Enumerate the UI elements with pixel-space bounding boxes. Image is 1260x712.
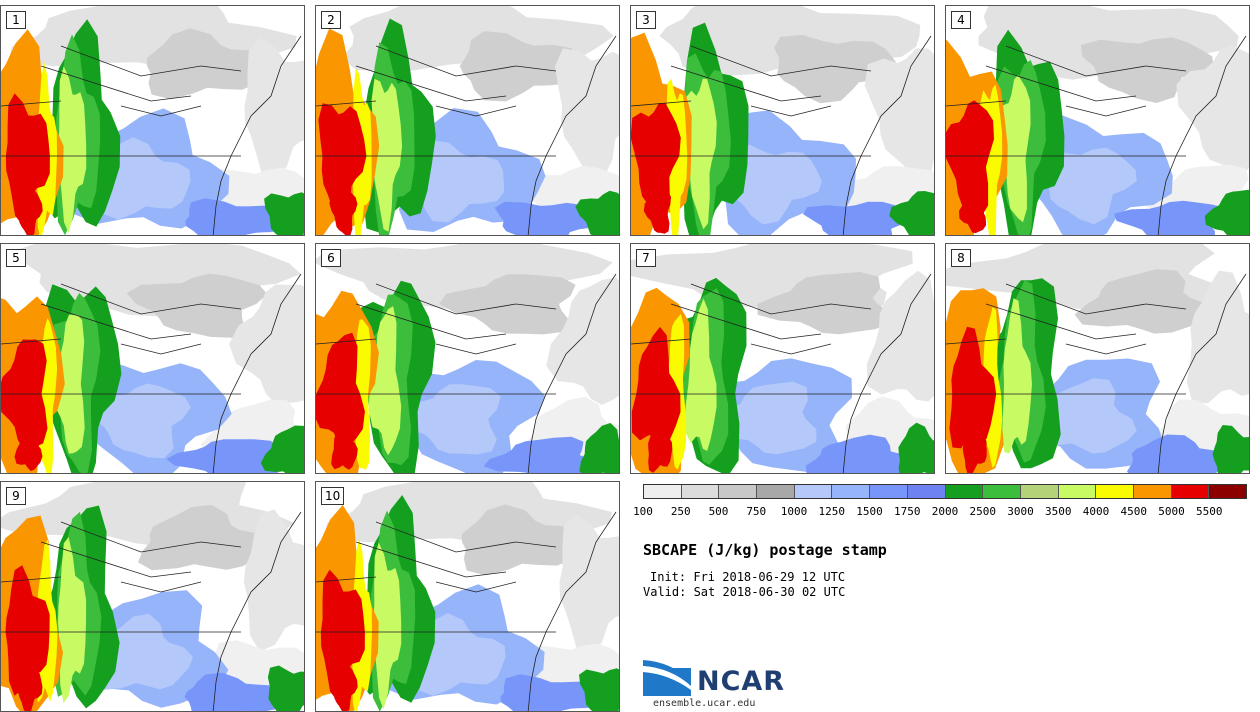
sbcape-map: [316, 482, 619, 711]
sbcape-map: [316, 6, 619, 235]
stamp-panel: 4: [945, 5, 1250, 236]
colorbar-segment: [1133, 485, 1172, 498]
colorbar-tick-label: 250: [670, 505, 691, 518]
colorbar-tick-label: 2500: [969, 505, 997, 518]
sbcape-map: [1, 482, 304, 711]
colorbar-tick-label: 1250: [818, 505, 846, 518]
panel-label: 5: [6, 249, 26, 267]
panel-label: 6: [321, 249, 341, 267]
panel-label: 8: [951, 249, 971, 267]
stamp-panel: 5: [0, 243, 305, 474]
colorbar-tick-label: 2000: [931, 505, 959, 518]
colorbar-segment: [794, 485, 833, 498]
sbcape-map: [631, 244, 934, 473]
colorbar-segment: [945, 485, 984, 498]
colorbar-tick-label: 750: [746, 505, 767, 518]
colorbar-segment: [1171, 485, 1210, 498]
colorbar-segment: [1096, 485, 1134, 498]
colorbar-segment: [719, 485, 758, 498]
sbcape-map: [1, 244, 304, 473]
colorbar-tick-label: 4000: [1082, 505, 1110, 518]
colorbar-segment: [832, 485, 871, 498]
stamp-panel: 7: [630, 243, 935, 474]
colorbar-ticks: 100 250 500 750 1000 1250 1500 1750 2000 2500 3000…: [633, 505, 1247, 519]
colorbar-segment: [1058, 485, 1097, 498]
colorbar-segment: [644, 485, 682, 498]
panel-label: 1: [6, 11, 26, 29]
colorbar-tick-label: 1500: [856, 505, 883, 518]
colorbar-tick-label: 100: [633, 505, 653, 518]
panel-label: 9: [6, 487, 26, 505]
colorbar-segment: [983, 485, 1021, 498]
panel-label: 7: [636, 249, 656, 267]
init-time: Init: Fri 2018-06-29 12 UTC: [650, 570, 846, 584]
stamp-panel: 3: [630, 5, 935, 236]
sbcape-map: [1, 6, 304, 235]
panel-label: 10: [321, 487, 345, 505]
stamp-panel: 2: [315, 5, 620, 236]
panel-label: 2: [321, 11, 341, 29]
site-url: ensemble.ucar.edu: [653, 698, 756, 709]
ncar-logo-text: NCAR: [697, 666, 786, 697]
sbcape-map: [946, 6, 1249, 235]
colorbar-tick-label: 5500: [1196, 505, 1223, 518]
colorbar-tick-label: 5000: [1158, 505, 1185, 518]
colorbar-tick-label: 3500: [1045, 505, 1072, 518]
colorbar: [643, 484, 1247, 499]
ncar-logo-icon: [643, 660, 691, 696]
colorbar-tick-label: 3000: [1007, 505, 1034, 518]
colorbar-segment: [1209, 485, 1246, 498]
valid-time: Valid: Sat 2018-06-30 02 UTC: [643, 585, 846, 599]
sbcape-map: [946, 244, 1249, 473]
panel-label: 4: [951, 11, 971, 29]
colorbar-segment: [870, 485, 908, 498]
colorbar-tick-label: 1000: [780, 505, 808, 518]
colorbar-segment: [1020, 485, 1059, 498]
sbcape-map: [631, 6, 934, 235]
stamp-panel: 6: [315, 243, 620, 474]
colorbar-tick-label: 1750: [894, 505, 921, 518]
panel-label: 3: [636, 11, 656, 29]
chart-title: SBCAPE (J/kg) postage stamp: [643, 541, 887, 559]
colorbar-tick-label: 500: [708, 505, 729, 518]
colorbar-segment: [757, 485, 795, 498]
colorbar-tick-label: 4500: [1120, 505, 1148, 518]
colorbar-segment: [907, 485, 946, 498]
stamp-panel: 8: [945, 243, 1250, 474]
sbcape-map: [316, 244, 619, 473]
colorbar-segment: [681, 485, 720, 498]
stamp-panel: 10: [315, 481, 620, 712]
stamp-panel: 1: [0, 5, 305, 236]
stamp-panel: 9: [0, 481, 305, 712]
